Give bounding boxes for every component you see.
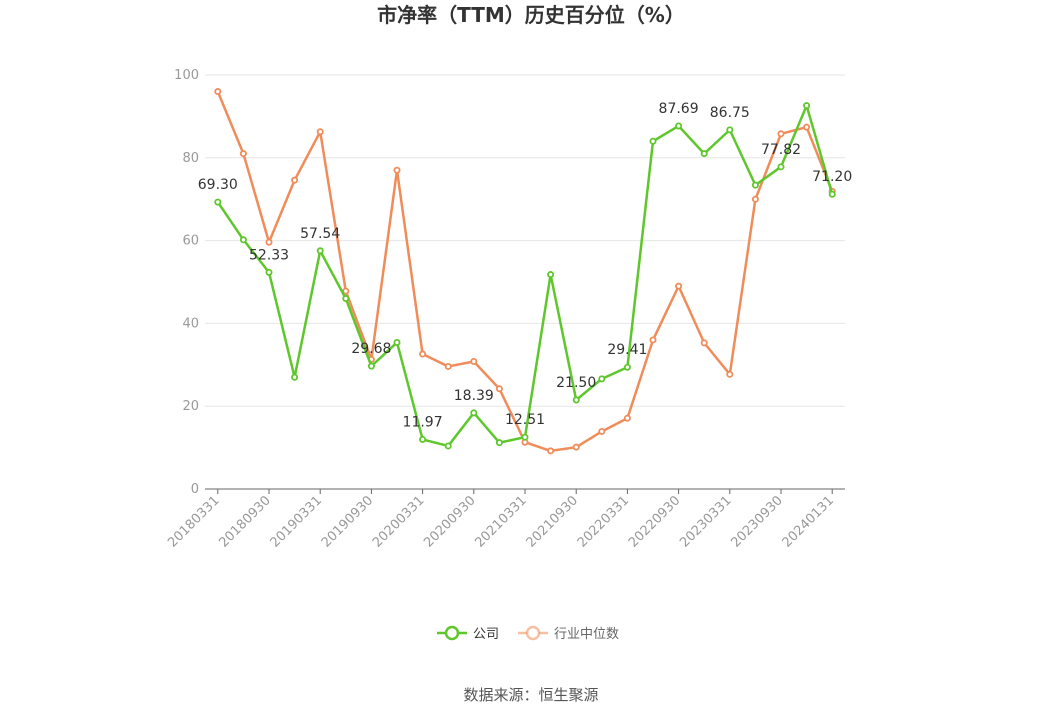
data-point[interactable] [700,339,708,347]
data-label: 11.97 [403,414,443,430]
x-tick-label: 20220930 [626,493,683,550]
data-point[interactable] [393,166,401,174]
data-point[interactable] [649,137,657,145]
data-point[interactable] [239,236,247,244]
data-label: 12.51 [505,412,545,428]
x-tick-label: 20210331 [472,493,529,550]
data-point[interactable] [419,350,427,358]
data-point[interactable] [572,396,580,404]
data-point[interactable] [470,357,478,365]
data-point[interactable] [470,409,478,417]
series-line-0 [216,104,834,448]
data-point[interactable] [547,447,555,455]
x-tick-label: 20210930 [524,493,581,550]
data-point[interactable] [726,126,734,134]
x-tick-label: 20240131 [780,493,837,550]
data-point[interactable] [495,439,503,447]
data-labels: 69.30 52.33 57.54 29.68 11.97 18.39 12.51 21.50… [198,101,852,430]
x-axis: 2018033120180930201903312019093020200331… [165,488,845,551]
legend-item-0[interactable]: 公司 [437,625,499,642]
x-tick-label: 20230331 [677,493,734,550]
source-note: 数据来源：恒生聚源 [463,686,598,704]
data-label: 18.39 [454,388,494,404]
data-point[interactable] [316,247,324,255]
data-point[interactable] [649,336,657,344]
data-point[interactable] [675,122,683,130]
data-label: 71.20 [812,169,852,185]
data-point[interactable] [598,375,606,383]
data-point[interactable] [239,150,247,158]
data-label: 29.41 [607,342,647,358]
legend-label: 行业中位数 [554,627,619,642]
data-point[interactable] [623,363,631,371]
data-label: 77.82 [761,142,801,158]
data-point[interactable] [265,238,273,246]
x-tick-label: 20180930 [216,493,273,550]
data-label: 69.30 [198,177,238,193]
legend-item-1[interactable]: 行业中位数 [518,625,619,642]
data-label: 52.33 [249,247,289,263]
data-point[interactable] [291,373,299,381]
data-label: 57.54 [300,226,340,242]
data-point[interactable] [444,362,452,370]
data-point[interactable] [777,130,785,138]
x-tick-label: 20180331 [165,493,222,550]
data-point[interactable] [393,338,401,346]
data-label: 87.69 [659,101,699,117]
legend-swatch-marker [525,625,541,641]
y-tick-label: 80 [182,151,199,166]
y-tick-label: 20 [182,399,199,414]
legend[interactable]: 公司 行业中位数 [437,625,619,642]
data-point[interactable] [214,198,222,206]
data-point[interactable] [803,102,811,110]
data-label: 86.75 [710,105,750,121]
y-tick-label: 40 [182,316,199,331]
data-label: 21.50 [556,375,596,391]
data-point[interactable] [521,433,529,441]
data-point[interactable] [828,190,836,198]
data-point[interactable] [777,163,785,171]
data-point[interactable] [803,123,811,131]
data-point[interactable] [342,295,350,303]
y-tick-label: 60 [182,234,199,249]
data-point[interactable] [751,181,759,189]
data-point[interactable] [700,150,708,158]
data-point[interactable] [751,195,759,203]
data-point[interactable] [214,88,222,96]
data-point[interactable] [547,271,555,279]
y-tick-label: 0 [191,482,199,497]
x-tick-label: 20200930 [421,493,478,550]
x-tick-label: 20190331 [268,493,325,550]
y-axis: 0 20 40 60 80 100 [174,68,199,497]
x-tick-label: 20230930 [728,493,785,550]
data-point[interactable] [495,385,503,393]
data-point[interactable] [367,362,375,370]
data-label: 29.68 [351,341,391,357]
data-point[interactable] [598,427,606,435]
data-point[interactable] [316,128,324,136]
series-line-1 [216,91,834,453]
legend-swatch-marker [444,625,460,641]
legend-label: 公司 [473,627,499,642]
x-tick-label: 20190930 [319,493,376,550]
y-tick-label: 100 [174,68,199,83]
data-point[interactable] [444,442,452,450]
plot-area [214,88,836,455]
data-point[interactable] [419,435,427,443]
x-tick-label: 20220331 [575,493,632,550]
data-point[interactable] [291,176,299,184]
data-point[interactable] [572,443,580,451]
chart-title: 市净率（TTM）历史百分位（%） [377,3,685,27]
data-point[interactable] [623,414,631,422]
data-point[interactable] [675,282,683,290]
data-point[interactable] [265,268,273,276]
data-point[interactable] [726,370,734,378]
x-tick-label: 20200331 [370,493,427,550]
